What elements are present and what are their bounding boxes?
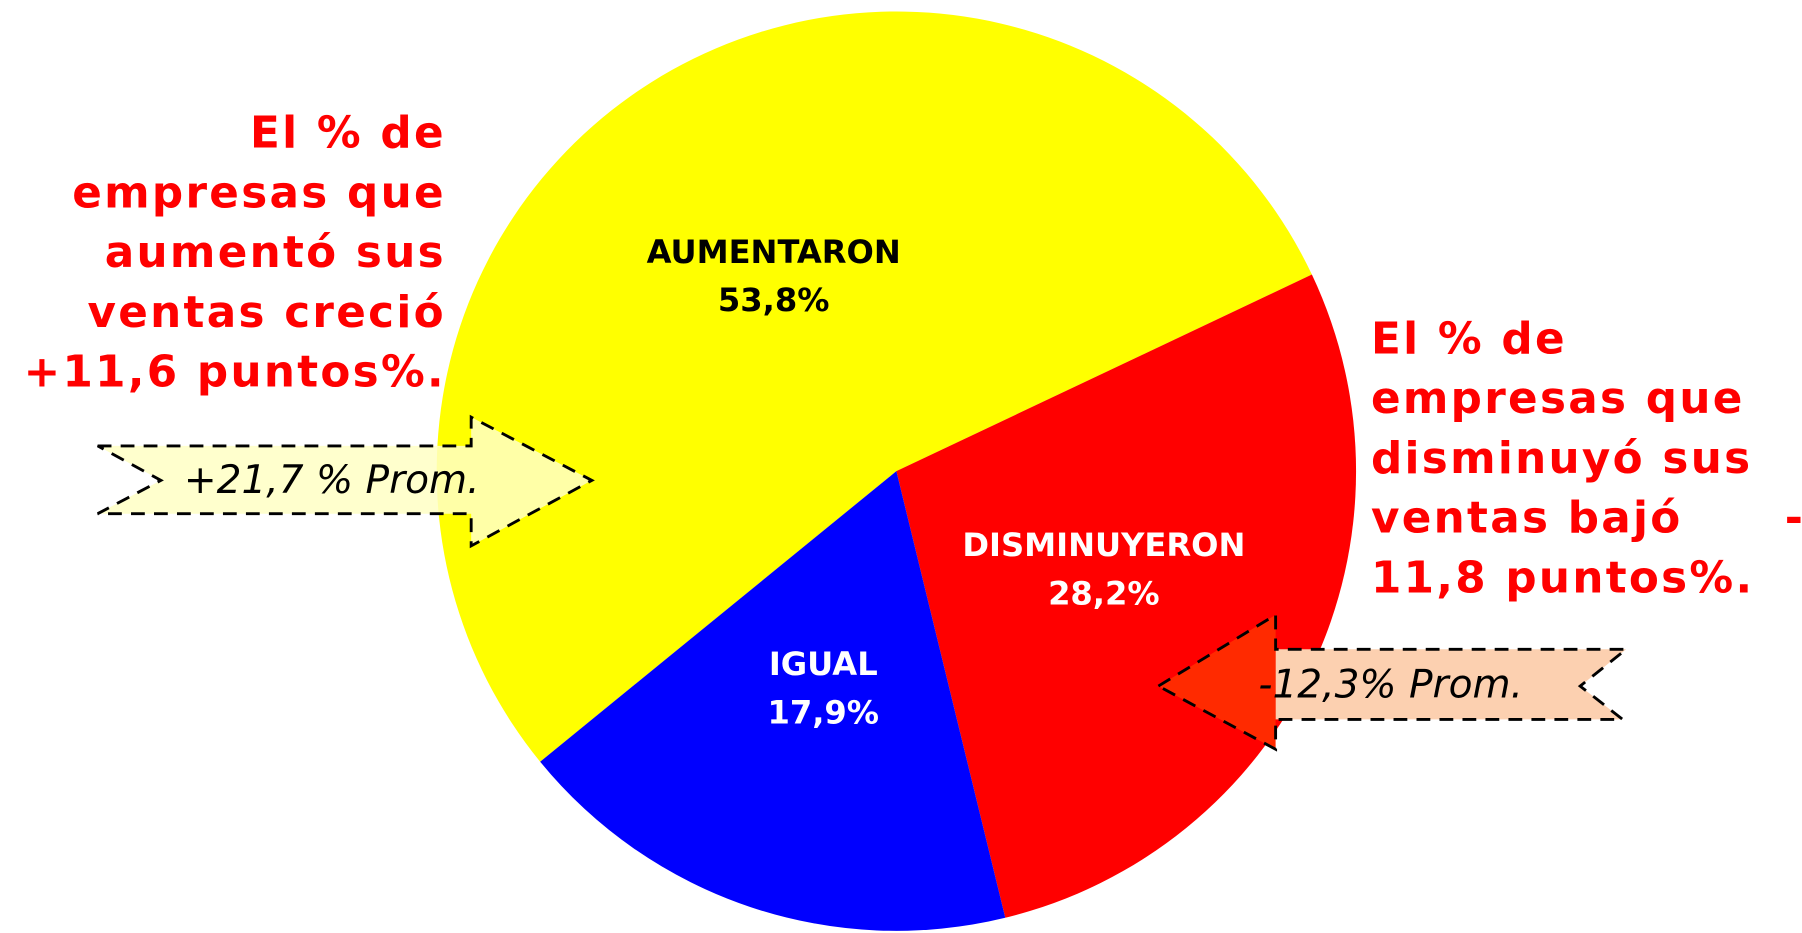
slice-value-label: 17,9% [767, 693, 879, 731]
arrow-outline [1155, 612, 1631, 752]
left-note-line: empresas que [72, 167, 446, 218]
pie-slice [896, 274, 1357, 918]
arrow-label: -12,3% Prom. [1258, 663, 1523, 708]
slice-value-label: 28,2% [1048, 574, 1160, 612]
left-note-line: ventas creció [87, 287, 445, 338]
right-arrow: -12,3% Prom. [1155, 612, 1631, 752]
left-note-line: aumentó sus [105, 227, 446, 278]
pie [436, 11, 1357, 931]
right-note-line: disminuyó sus [1371, 433, 1752, 484]
slice-category: AUMENTARON [647, 233, 901, 271]
right-note-line: empresas que [1371, 373, 1745, 424]
right-note-line: 11,8 puntos%. [1371, 552, 1754, 603]
pie-slice [540, 471, 1006, 931]
arrow-shape [96, 414, 595, 549]
left-arrow: +21,7 % Prom. [96, 414, 595, 549]
left-note-line: El % de [250, 108, 446, 159]
arrow-head [1158, 614, 1276, 750]
arrow-label: +21,7 % Prom. [184, 458, 480, 503]
chart-body: +21,7 % Prom. -12,3% Prom. - AUMENTARON 5… [24, 11, 1802, 931]
arrow-tail [1275, 649, 1627, 720]
slice-value-label: 53,8% [718, 281, 830, 319]
right-note-line: El % de [1371, 313, 1567, 364]
slice-category: DISMINUYERON [962, 526, 1245, 564]
pie-slice [436, 11, 1312, 762]
right-note-line: ventas bajó [1371, 493, 1683, 544]
left-note-line: +11,6 puntos%. [24, 347, 446, 398]
note-dash: - [1785, 493, 1802, 544]
slice-category: IGUAL [769, 645, 878, 683]
